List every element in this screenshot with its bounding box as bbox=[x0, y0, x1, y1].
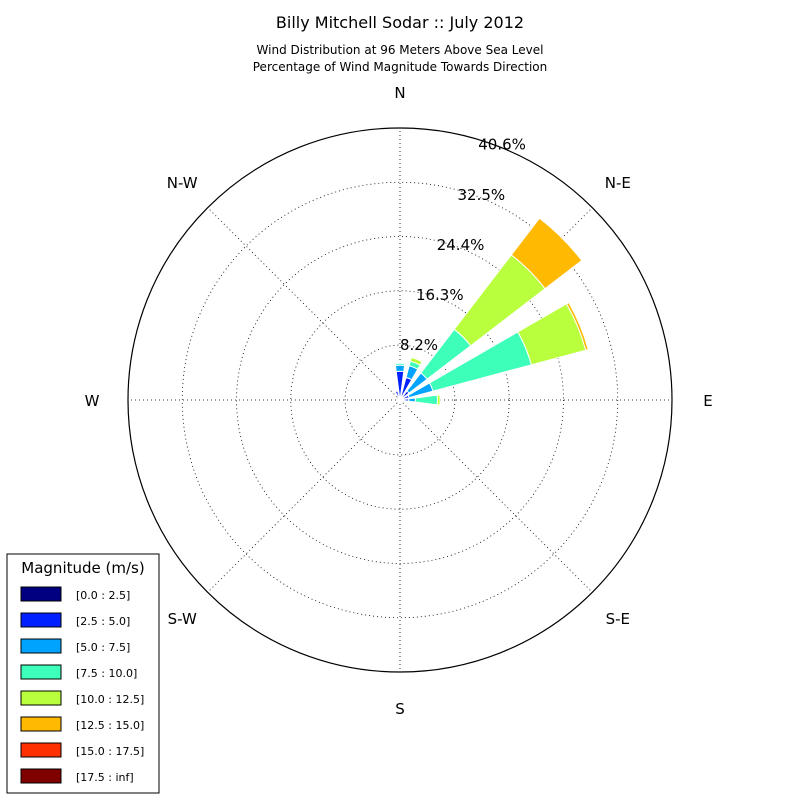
grid-circle bbox=[236, 236, 564, 564]
legend-swatch bbox=[20, 716, 62, 732]
legend-swatch bbox=[20, 664, 62, 680]
legend-swatch bbox=[20, 690, 62, 706]
direction-label: N bbox=[394, 84, 405, 102]
legend-entry-label: [5.0 : 7.5] bbox=[76, 641, 130, 654]
wind-bar-segment bbox=[394, 390, 401, 399]
outer-circle bbox=[127, 127, 673, 673]
chart-subtitle-line-1: Wind Distribution at 96 Meters Above Sea… bbox=[257, 43, 544, 57]
wind-bar-segment bbox=[394, 361, 406, 365]
legend-swatch bbox=[20, 586, 62, 602]
legend-swatch bbox=[20, 638, 62, 654]
legend-swatch bbox=[20, 742, 62, 758]
direction-label: S-W bbox=[168, 610, 197, 628]
wind-bar-segment bbox=[436, 394, 441, 406]
legend-entry-label: [7.5 : 10.0] bbox=[76, 667, 137, 680]
direction-label: E bbox=[703, 392, 712, 410]
legend-entry-label: [2.5 : 5.0] bbox=[76, 615, 130, 628]
chart-subtitle-line-2: Percentage of Wind Magnitude Towards Dir… bbox=[253, 60, 547, 74]
direction-label: S bbox=[395, 700, 405, 718]
legend-swatch bbox=[20, 612, 62, 628]
radial-tick-label: 40.6% bbox=[478, 136, 526, 154]
direction-label: N-E bbox=[605, 174, 631, 192]
direction-label: S-E bbox=[606, 610, 630, 628]
wind-bar-segment bbox=[510, 217, 583, 290]
grid-spoke bbox=[207, 399, 401, 593]
grid-circle bbox=[290, 290, 510, 510]
radial-tick-label: 32.5% bbox=[457, 186, 505, 204]
direction-label: N-W bbox=[167, 174, 198, 192]
legend-title: Magnitude (m/s) bbox=[21, 559, 144, 577]
axis-labels: N N-E E S-E S S-W W N-W 8.2% 16.3% 24.4% 32.5% 40.6% bbox=[85, 84, 713, 718]
wind-bar-segment bbox=[408, 397, 416, 403]
direction-label: W bbox=[85, 392, 100, 410]
wind-bars bbox=[394, 217, 590, 406]
legend-entry-label: [10.0 : 12.5] bbox=[76, 693, 144, 706]
legend-entry-label: [17.5 : inf] bbox=[76, 771, 134, 784]
grid-spoke bbox=[399, 399, 593, 593]
grid-circle bbox=[344, 344, 456, 456]
legend-entry-label: [15.0 : 17.5] bbox=[76, 745, 144, 758]
legend-entry-label: [0.0 : 2.5] bbox=[76, 589, 130, 602]
legend-entry-label: [12.5 : 15.0] bbox=[76, 719, 144, 732]
wind-bar-segment bbox=[568, 301, 590, 351]
grid-circle bbox=[181, 181, 619, 619]
chart-title: Billy Mitchell Sodar :: July 2012 bbox=[276, 13, 524, 32]
legend: Magnitude (m/s) [0.0 : 2.5] [2.5 : 5.0] [5… bbox=[6, 553, 160, 794]
radial-tick-label: 8.2% bbox=[400, 336, 438, 354]
radial-tick-label: 24.4% bbox=[437, 236, 485, 254]
wind-bar-segment bbox=[410, 356, 424, 363]
grid-spoke bbox=[207, 207, 401, 401]
legend-swatch bbox=[20, 768, 62, 784]
radial-tick-label: 16.3% bbox=[416, 286, 464, 304]
wind-bar-segment bbox=[394, 364, 406, 372]
wind-bar-segment bbox=[414, 394, 439, 406]
